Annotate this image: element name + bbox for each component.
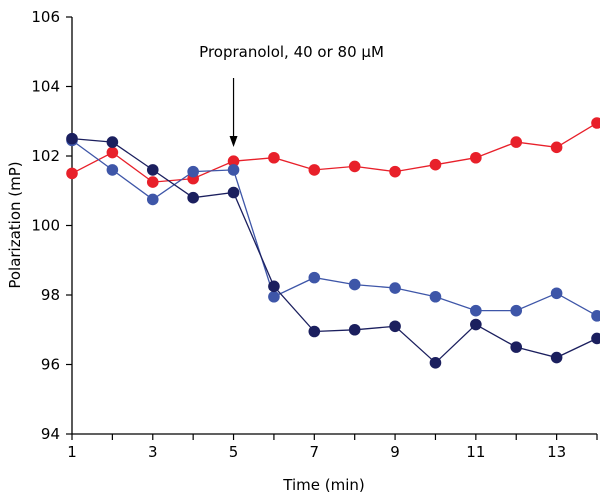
x-tick-label: 5 xyxy=(229,443,239,461)
series-3-point xyxy=(227,186,240,199)
y-tick-label: 94 xyxy=(41,425,60,443)
annotation: Propranolol, 40 or 80 μM xyxy=(199,43,384,147)
y-tick-label: 96 xyxy=(41,356,60,374)
series-3-line xyxy=(71,137,598,364)
series-3-point xyxy=(146,164,159,176)
series-2-point xyxy=(348,278,361,291)
y-tick-label: 98 xyxy=(41,286,60,304)
series-2-point xyxy=(146,193,159,206)
series-1-point xyxy=(146,176,159,188)
series-1-point xyxy=(308,164,321,176)
series-3-point xyxy=(389,320,401,333)
series-2-point xyxy=(591,310,600,322)
series-2-point xyxy=(187,165,199,178)
series-1-point xyxy=(429,158,442,171)
series-1-point xyxy=(389,165,401,178)
x-tick-label: 1 xyxy=(67,443,77,461)
series-3-point xyxy=(66,132,78,145)
series-1-point xyxy=(268,151,280,164)
y-axis-title: Polarization (mP) xyxy=(6,161,24,288)
series-3-point xyxy=(106,136,119,148)
x-tick-label: 7 xyxy=(310,443,320,461)
series-1-point xyxy=(66,167,78,180)
series-1-point xyxy=(470,151,482,164)
series-1-point xyxy=(106,146,119,159)
series-3-point xyxy=(470,318,482,331)
series-1-point xyxy=(591,117,600,129)
series-2-point xyxy=(389,282,401,294)
series-3-point xyxy=(348,323,361,336)
series-1-point xyxy=(227,155,240,168)
series-2-point xyxy=(308,271,321,284)
x-tick-label: 11 xyxy=(466,443,485,461)
x-axis-title: Time (min) xyxy=(282,476,364,494)
x-tick-label: 13 xyxy=(547,443,566,461)
y-tick-label: 102 xyxy=(31,147,60,165)
series-1-point xyxy=(510,136,523,148)
series-2-point xyxy=(227,164,240,176)
series-2-point xyxy=(550,287,563,300)
series-3-point xyxy=(510,341,523,353)
series-2-point xyxy=(106,164,119,176)
series-2-line xyxy=(71,139,598,317)
series-3-point xyxy=(268,280,280,293)
series-1-point xyxy=(348,160,361,173)
series-2-point xyxy=(429,290,442,303)
x-tick-label: 9 xyxy=(390,443,400,461)
y-tick-label: 100 xyxy=(31,217,60,235)
series-2-point xyxy=(470,304,482,317)
series-3-point xyxy=(429,356,442,369)
series-2-point xyxy=(510,304,523,317)
series-3-point xyxy=(550,351,563,364)
series-1-line xyxy=(71,122,598,183)
series-3-point xyxy=(187,191,199,204)
y-tick-label: 106 xyxy=(31,8,60,26)
annotation-label: Propranolol, 40 or 80 μM xyxy=(199,43,384,61)
annotation-arrow-head xyxy=(229,136,238,147)
series-1-point xyxy=(550,141,563,154)
series-3-point xyxy=(591,332,600,345)
y-tick-label: 104 xyxy=(31,78,60,96)
x-tick-label: 3 xyxy=(148,443,158,461)
series-2-point xyxy=(268,290,280,303)
series-layer xyxy=(66,117,600,369)
series-3-point xyxy=(308,325,321,338)
